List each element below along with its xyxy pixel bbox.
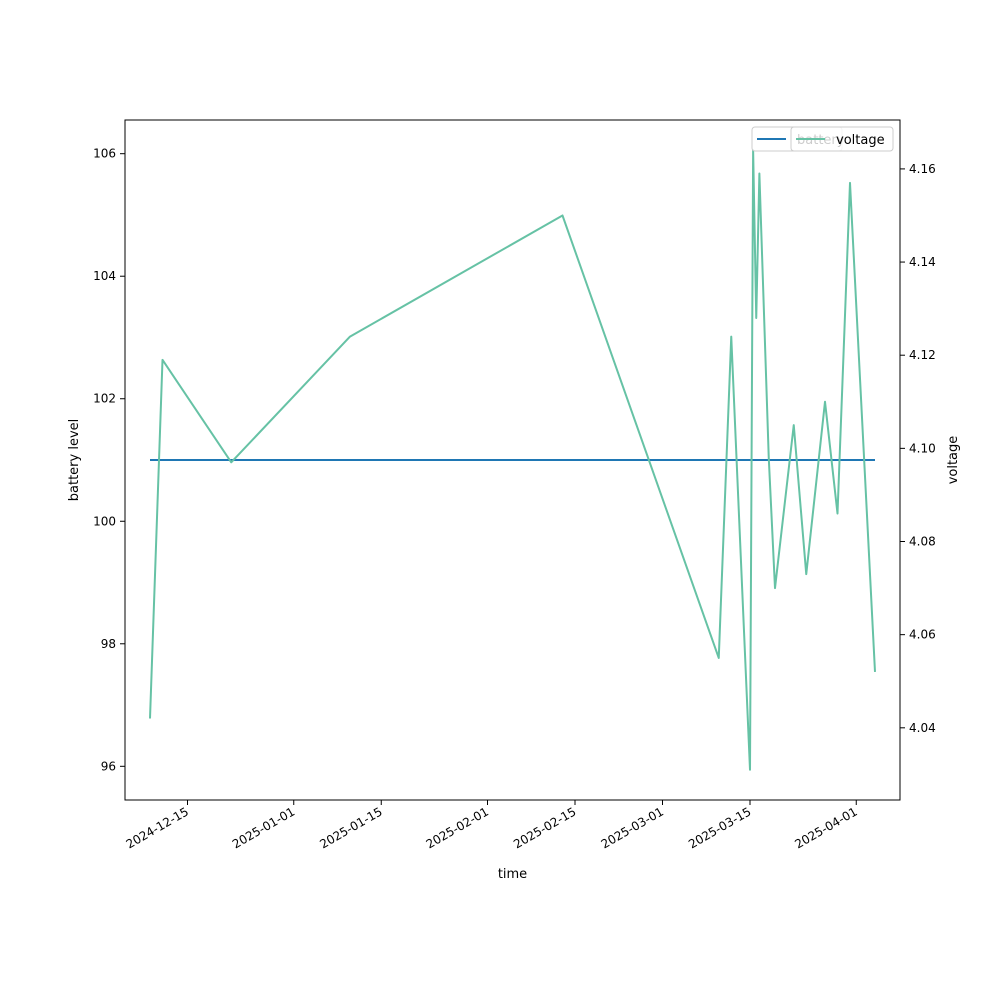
y-right-tick-label: 4.06: [909, 628, 936, 642]
y-left-tick-label: 106: [93, 147, 116, 161]
y-axis-right-ticks: 4.04 4.06 4.08 4.10 4.12 4.14 4.16: [900, 162, 936, 735]
y-left-tick-label: 96: [101, 759, 116, 773]
y-axis-left-ticks: 96 98 100 102 104 106: [93, 147, 125, 773]
y-left-tick-label: 98: [101, 637, 116, 651]
y-right-tick-label: 4.04: [909, 721, 936, 735]
series-layer: [149, 149, 876, 771]
y-right-tick-label: 4.14: [909, 255, 936, 269]
y-right-tick-label: 4.12: [909, 348, 936, 362]
legend-voltage: voltage: [790, 126, 894, 152]
y-right-tick-label: 4.08: [909, 535, 936, 549]
y-left-tick-label: 100: [93, 514, 116, 528]
y-left-tick-label: 104: [93, 269, 116, 283]
y-right-tick-label: 4.10: [909, 441, 936, 455]
y-axis-left-label: battery level: [67, 419, 82, 502]
x-axis-label: time: [498, 867, 527, 882]
legend-label-voltage: voltage: [836, 133, 885, 148]
y-left-tick-label: 102: [93, 392, 116, 406]
y-right-tick-label: 4.16: [909, 162, 936, 176]
plot-frame: [124, 119, 901, 801]
legend-box-voltage: [790, 126, 894, 152]
y-axis-right-label: voltage: [946, 436, 961, 485]
series-line-voltage: [149, 149, 876, 771]
